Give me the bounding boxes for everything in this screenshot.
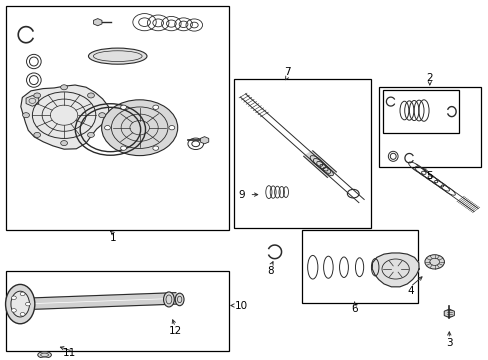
Circle shape (25, 302, 30, 306)
Ellipse shape (38, 352, 51, 358)
Circle shape (20, 292, 25, 296)
Circle shape (168, 126, 174, 130)
Circle shape (87, 93, 94, 98)
Circle shape (121, 105, 126, 109)
Ellipse shape (5, 284, 35, 324)
Circle shape (34, 132, 41, 138)
Circle shape (153, 105, 158, 109)
Polygon shape (20, 293, 176, 310)
Text: 2: 2 (426, 73, 432, 82)
Circle shape (99, 113, 105, 118)
Circle shape (11, 296, 16, 300)
Text: 6: 6 (351, 304, 357, 314)
Text: 1: 1 (109, 233, 116, 243)
Circle shape (20, 312, 25, 316)
Bar (301, 230, 417, 303)
Circle shape (153, 146, 158, 150)
Circle shape (121, 146, 126, 150)
Bar (5, 6, 228, 230)
Circle shape (61, 141, 67, 145)
Polygon shape (21, 85, 109, 149)
Bar (383, 90, 458, 133)
Ellipse shape (88, 48, 147, 64)
Text: 7: 7 (284, 67, 290, 77)
Text: 11: 11 (62, 348, 76, 358)
Circle shape (424, 255, 444, 269)
Circle shape (87, 132, 94, 138)
Text: 4: 4 (406, 286, 413, 296)
Circle shape (34, 93, 41, 98)
Ellipse shape (163, 292, 174, 307)
Text: 3: 3 (445, 338, 452, 348)
Text: 9: 9 (238, 190, 245, 199)
Circle shape (11, 309, 16, 312)
Text: 12: 12 (168, 326, 182, 336)
Bar (378, 86, 480, 167)
Ellipse shape (175, 293, 183, 306)
Polygon shape (371, 253, 418, 287)
Circle shape (22, 113, 29, 118)
Bar (233, 80, 370, 228)
Bar (5, 271, 228, 351)
Text: 10: 10 (234, 301, 247, 311)
Circle shape (104, 126, 110, 130)
Ellipse shape (11, 291, 29, 317)
Text: 8: 8 (267, 266, 274, 276)
Text: 5: 5 (426, 171, 432, 181)
Circle shape (102, 100, 177, 156)
Circle shape (61, 85, 67, 90)
Polygon shape (303, 151, 336, 177)
